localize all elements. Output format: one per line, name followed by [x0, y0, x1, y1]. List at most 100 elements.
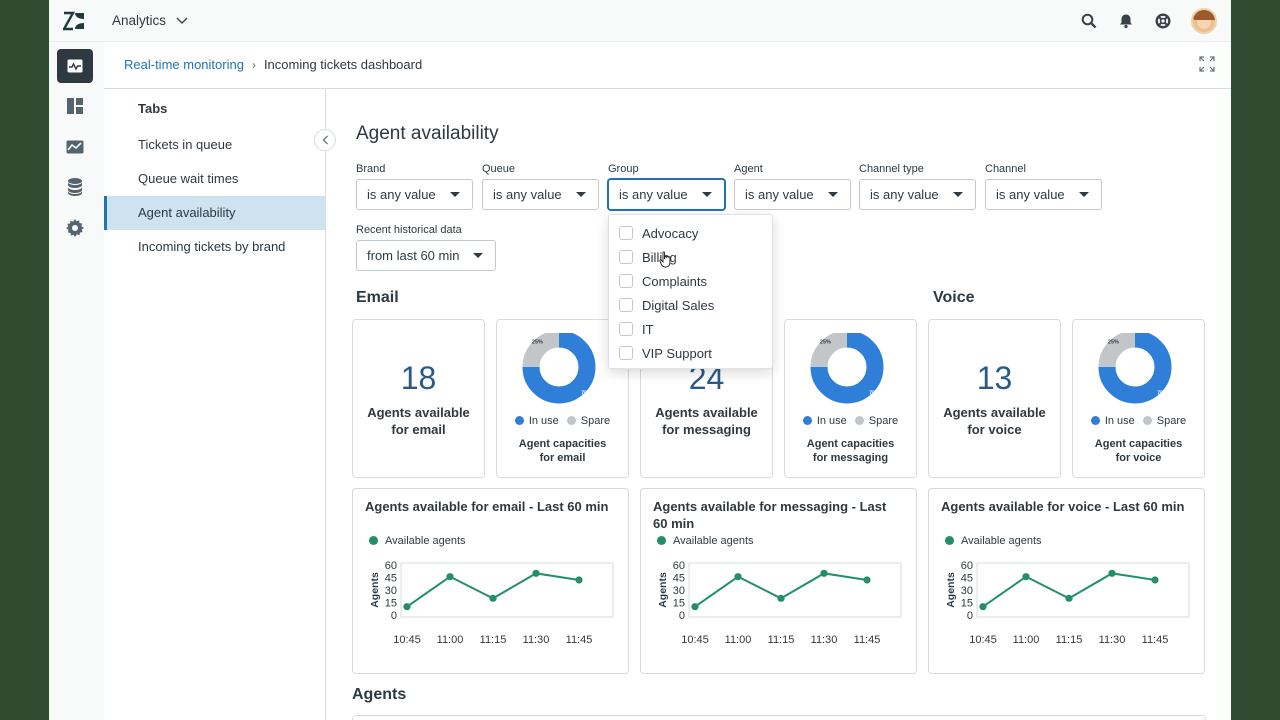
tab-queue-wait-times[interactable]: Queue wait times — [138, 171, 239, 186]
filter-label-channel-type: Channel type — [859, 163, 924, 175]
donut-legend: In use Spare — [785, 415, 916, 427]
help-lifebuoy-icon[interactable] — [1154, 12, 1172, 30]
x-tick-label: 11:30 — [811, 634, 838, 646]
y-tick-label: 15 — [385, 598, 397, 610]
line-chart-title: Agents available for messaging - Last 60… — [653, 499, 887, 531]
caret-down-icon — [576, 192, 586, 197]
tabs-title: Tabs — [138, 101, 168, 116]
line-chart-card-messaging: Agents available for messaging - Last 60… — [640, 488, 917, 674]
checkbox[interactable] — [619, 346, 633, 360]
product-label: Analytics — [112, 13, 167, 28]
nav-reports-icon[interactable] — [57, 130, 93, 164]
checkbox[interactable] — [619, 298, 633, 312]
data-point — [575, 576, 583, 584]
tab-agent-availability[interactable]: Agent availability — [104, 196, 326, 230]
checkbox[interactable] — [619, 322, 633, 336]
agents-table-card — [352, 715, 1206, 720]
nav-dashboards-icon[interactable] — [57, 89, 93, 123]
chevron-right-icon: › — [251, 57, 256, 72]
product-switcher[interactable]: Analytics — [112, 13, 188, 28]
donut-slice-label: 25% — [1108, 339, 1119, 345]
queue-select-value: is any value — [493, 187, 562, 202]
brand-select[interactable]: is any value — [356, 179, 473, 210]
nav-datasets-database-icon[interactable] — [57, 170, 93, 204]
group-option-complaints[interactable]: Complaints — [619, 271, 707, 291]
y-tick-label: 30 — [961, 585, 973, 597]
y-tick-label: 30 — [673, 585, 685, 597]
line-chart-card-email: Agents available for email - Last 60 min… — [352, 488, 629, 674]
brand-select-value: is any value — [367, 187, 436, 202]
app-window: Analytics — [49, 0, 1231, 720]
donut-caption: Agent capacities for voice — [1094, 438, 1183, 464]
legend-in-use: In use — [514, 415, 559, 427]
line-chart-title: Agents available for voice - Last 60 min — [941, 499, 1185, 514]
queue-select[interactable]: is any value — [482, 179, 599, 210]
y-tick-label: 45 — [385, 573, 397, 585]
donut-caption: Agent capacities for email — [518, 438, 607, 464]
channel-type-select[interactable]: is any value — [859, 179, 976, 210]
section-agents: Agents — [352, 686, 407, 703]
data-point — [734, 573, 742, 581]
agent-select-value: is any value — [745, 187, 814, 202]
x-tick-label: 11:00 — [1013, 634, 1040, 646]
legend-spare: Spare — [566, 415, 610, 427]
group-option-vip-support[interactable]: VIP Support — [619, 343, 712, 363]
line-chart-legend: Available agents — [945, 535, 1042, 547]
line-chart-title: Agents available for email - Last 60 min — [365, 499, 609, 514]
nav-settings-gear-icon[interactable] — [57, 211, 93, 245]
search-icon[interactable] — [1080, 12, 1098, 30]
checkbox[interactable] — [619, 274, 633, 288]
checkbox[interactable] — [619, 250, 633, 264]
tab-tickets-in-queue[interactable]: Tickets in queue — [138, 137, 233, 152]
historical-data-select-value: from last 60 min — [367, 248, 460, 263]
donut-chart-voice: 75% 25% — [1098, 333, 1172, 404]
kpi-label-line2: for messaging — [662, 422, 751, 437]
agent-select[interactable]: is any value — [734, 179, 851, 210]
donut-slice-spare — [810, 333, 848, 368]
filter-label-brand: Brand — [356, 163, 386, 175]
x-tick-label: 11:45 — [566, 634, 593, 646]
donut-card-voice: 75% 25% In use Spare Agent capacities for … — [1072, 319, 1205, 478]
y-tick-label: 15 — [961, 598, 973, 610]
group-select-value: is any value — [619, 187, 688, 202]
caret-down-icon — [450, 192, 460, 197]
group-dropdown-menu: Advocacy Billing Complaints Digital Sale… — [608, 214, 773, 369]
group-select[interactable]: is any value — [608, 179, 725, 210]
y-axis-label: Agents — [945, 572, 957, 608]
main-content: Agent availability Brand is any value Qu… — [327, 89, 1231, 720]
nav-realtime-monitoring-icon[interactable] — [57, 49, 93, 83]
caret-down-icon — [953, 192, 963, 197]
filter-label-historical: Recent historical data — [356, 224, 462, 236]
checkbox[interactable] — [619, 226, 633, 240]
group-option-digital-sales[interactable]: Digital Sales — [619, 295, 714, 315]
collapse-panel-button[interactable] — [314, 129, 336, 151]
data-point — [1151, 576, 1159, 584]
channel-select[interactable]: is any value — [985, 179, 1102, 210]
legend-in-use: In use — [802, 415, 847, 427]
historical-data-select[interactable]: from last 60 min — [356, 240, 496, 271]
group-option-advocacy[interactable]: Advocacy — [619, 223, 698, 243]
data-point — [489, 594, 497, 602]
donut-slice-label: 75% — [1157, 391, 1168, 397]
x-tick-label: 11:45 — [854, 634, 881, 646]
y-axis-label: Agents — [369, 572, 381, 608]
page-title: Agent availability — [356, 123, 499, 144]
fullscreen-expand-icon[interactable] — [1199, 56, 1215, 72]
donut-legend: In use Spare — [1073, 415, 1204, 427]
hand-pointer-cursor-icon — [659, 251, 671, 268]
filter-label-channel: Channel — [985, 163, 1026, 175]
notifications-bell-icon[interactable] — [1117, 12, 1135, 30]
y-tick-label: 0 — [967, 610, 973, 622]
y-tick-label: 0 — [391, 610, 397, 622]
donut-card-email: 75% 25% In use Spare Agent capacities for … — [496, 319, 629, 478]
kpi-label-line2: for voice — [967, 422, 1022, 437]
x-tick-label: 10:45 — [393, 634, 421, 646]
data-point — [446, 573, 454, 581]
y-axis-label: Agents — [657, 572, 669, 608]
breadcrumb-parent-link[interactable]: Real-time monitoring — [124, 57, 244, 72]
breadcrumb-current: Incoming tickets dashboard — [263, 57, 423, 72]
zendesk-logo-icon[interactable] — [63, 11, 85, 31]
user-avatar[interactable] — [1191, 8, 1217, 34]
tab-incoming-tickets-by-brand[interactable]: Incoming tickets by brand — [138, 239, 286, 254]
group-option-it[interactable]: IT — [619, 319, 654, 339]
